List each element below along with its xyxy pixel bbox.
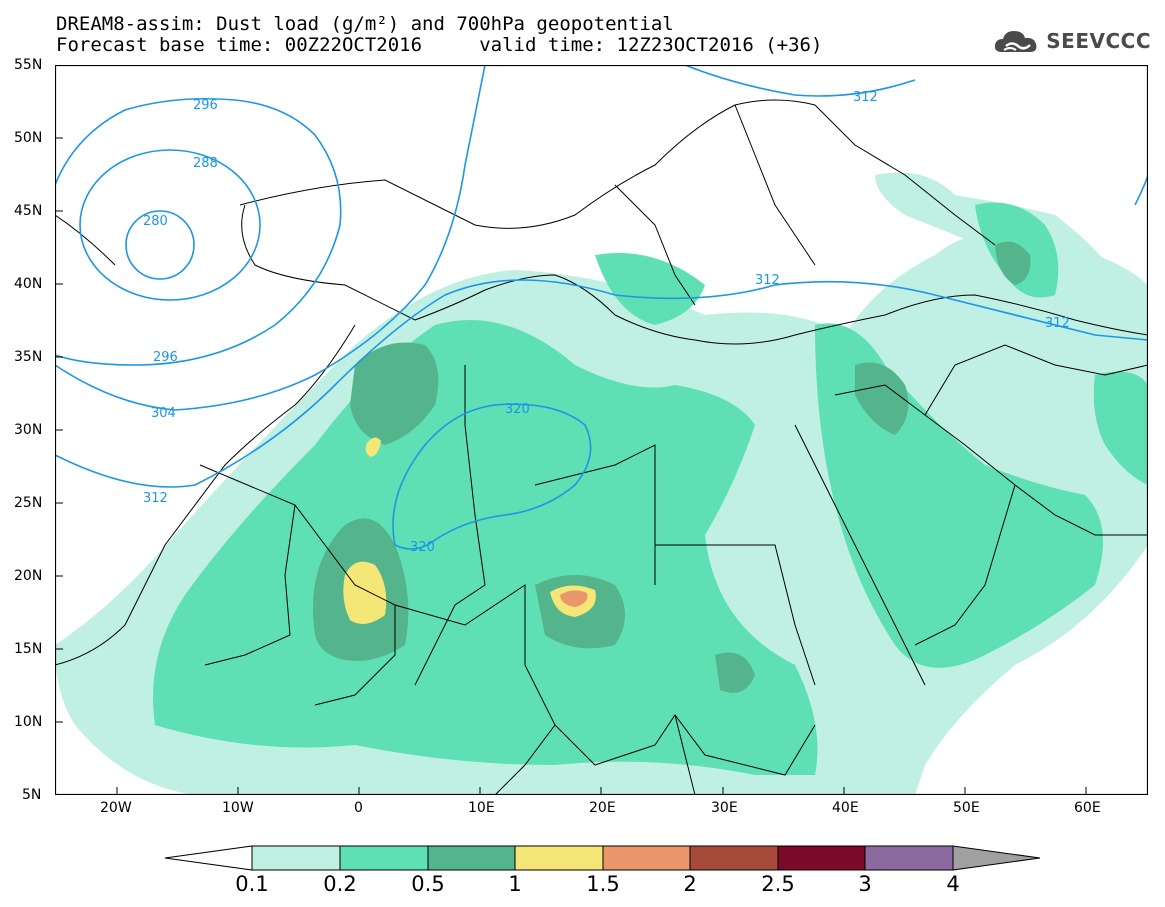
contour-label: 312: [755, 273, 780, 288]
colorbar-label: 2.5: [761, 872, 795, 896]
seevccc-logo: SEEVCCC: [992, 26, 1151, 56]
colorbar-label: 1.5: [586, 872, 620, 896]
colorbar-segment: [427, 845, 516, 871]
colorbar-segment: [777, 845, 866, 871]
colorbar-label: 4: [946, 872, 960, 896]
contour-label: 312: [853, 90, 878, 105]
colorbar-label: 0.5: [411, 872, 445, 896]
contour-label: 296: [193, 98, 218, 113]
lat-label: 40N: [14, 276, 43, 292]
lat-label: 10N: [14, 714, 43, 730]
contour-label: 320: [410, 540, 435, 555]
colorbar-segment: [602, 845, 691, 871]
lon-label: 50E: [953, 800, 980, 816]
colorbar-segment: [251, 845, 341, 871]
lon-label: 10W: [222, 800, 254, 816]
tick-marks: [55, 65, 1087, 795]
colorbar-label: 2: [683, 872, 697, 896]
dust-shading: [55, 172, 1148, 795]
contour-label: 304: [151, 406, 176, 421]
contour-label: 312: [1045, 316, 1070, 331]
colorbar-segment: [514, 845, 604, 871]
lon-label: 40E: [832, 800, 859, 816]
lat-label: 45N: [14, 203, 43, 219]
dust-map: 296 288 280 296 304 312 320 320 312 312 …: [55, 65, 1148, 795]
cloud-logo-icon: [995, 31, 1037, 52]
lon-label: 20W: [100, 800, 132, 816]
contour-labels: 296 288 280 296 304 312 320 320 312 312 …: [143, 90, 1070, 555]
map-title: DREAM8-assim: Dust load (g/m²) and 700hP…: [56, 13, 674, 35]
contour-label: 312: [143, 491, 168, 506]
lat-label: 15N: [14, 641, 43, 657]
colorbar-label: 1: [508, 872, 522, 896]
colorbar-segment: [339, 845, 429, 871]
contour-label: 296: [153, 350, 178, 365]
lat-label: 30N: [14, 422, 43, 438]
lat-label: 55N: [14, 57, 43, 73]
colorbar-segment: [864, 845, 954, 871]
lon-label: 0: [354, 800, 363, 816]
contour-label: 288: [193, 156, 218, 171]
contour-label: 280: [143, 214, 168, 229]
lon-label: 10E: [468, 800, 495, 816]
lat-label: 5N: [22, 787, 42, 803]
colorbar-high-arrow: [952, 845, 1041, 871]
lat-label: 50N: [14, 130, 43, 146]
contour-label: 320: [505, 402, 530, 417]
lon-label: 20E: [589, 800, 616, 816]
logo-text: SEEVCCC: [1046, 29, 1151, 53]
lat-label: 35N: [14, 349, 43, 365]
colorbar-label: 0.1: [235, 872, 269, 896]
geopotential-contours: [55, 65, 1148, 550]
country-borders: [55, 99, 1148, 795]
colorbar: [164, 845, 1041, 871]
lon-label: 60E: [1074, 800, 1101, 816]
colorbar-label: 3: [858, 872, 872, 896]
colorbar-label: 0.2: [323, 872, 357, 896]
colorbar-segment: [689, 845, 779, 871]
lat-label: 25N: [14, 495, 43, 511]
lat-label: 20N: [14, 568, 43, 584]
colorbar-low-arrow: [164, 845, 253, 871]
forecast-time-line: Forecast base time: 00Z22OCT2016 valid t…: [56, 34, 823, 56]
lon-label: 30E: [711, 800, 738, 816]
